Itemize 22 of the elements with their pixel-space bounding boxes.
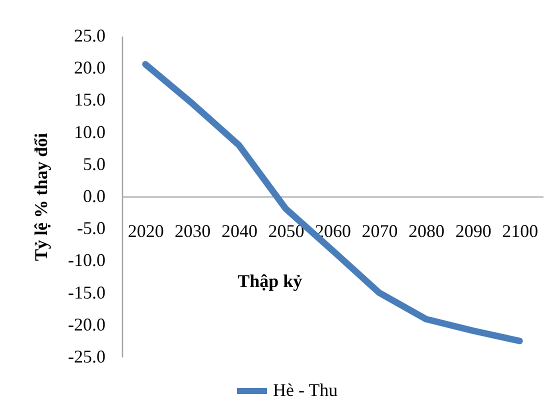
y-tick-label: 10.0 [74, 122, 106, 142]
y-tick-label: 5.0 [83, 154, 106, 174]
y-tick-label: -15.0 [68, 282, 106, 302]
y-tick-label: 25.0 [74, 26, 106, 46]
x-tick-label: 2030 [174, 221, 211, 241]
x-tick-label: 2070 [362, 221, 398, 241]
x-tick-label: 2100 [502, 221, 538, 241]
x-tick-label: 2040 [221, 221, 258, 241]
y-tick-label: 0.0 [83, 186, 106, 206]
x-axis-title: Thập kỷ [238, 271, 302, 291]
x-tick-label: 2090 [455, 221, 492, 241]
y-tick-label: -20.0 [68, 314, 106, 334]
legend-label: Hè - Thu [273, 380, 338, 400]
x-tick-label: 2050 [268, 221, 304, 241]
y-tick-label: -10.0 [68, 250, 106, 270]
y-axis-title: Tỷ lệ % thay đổi [31, 132, 52, 262]
y-tick-label: 20.0 [74, 58, 106, 78]
y-tick-label: -25.0 [68, 346, 106, 366]
y-tick-label: 15.0 [74, 90, 106, 110]
x-tick-label: 2080 [408, 221, 445, 241]
x-tick-label: 2020 [128, 221, 164, 241]
y-tick-label: -5.0 [77, 218, 106, 238]
